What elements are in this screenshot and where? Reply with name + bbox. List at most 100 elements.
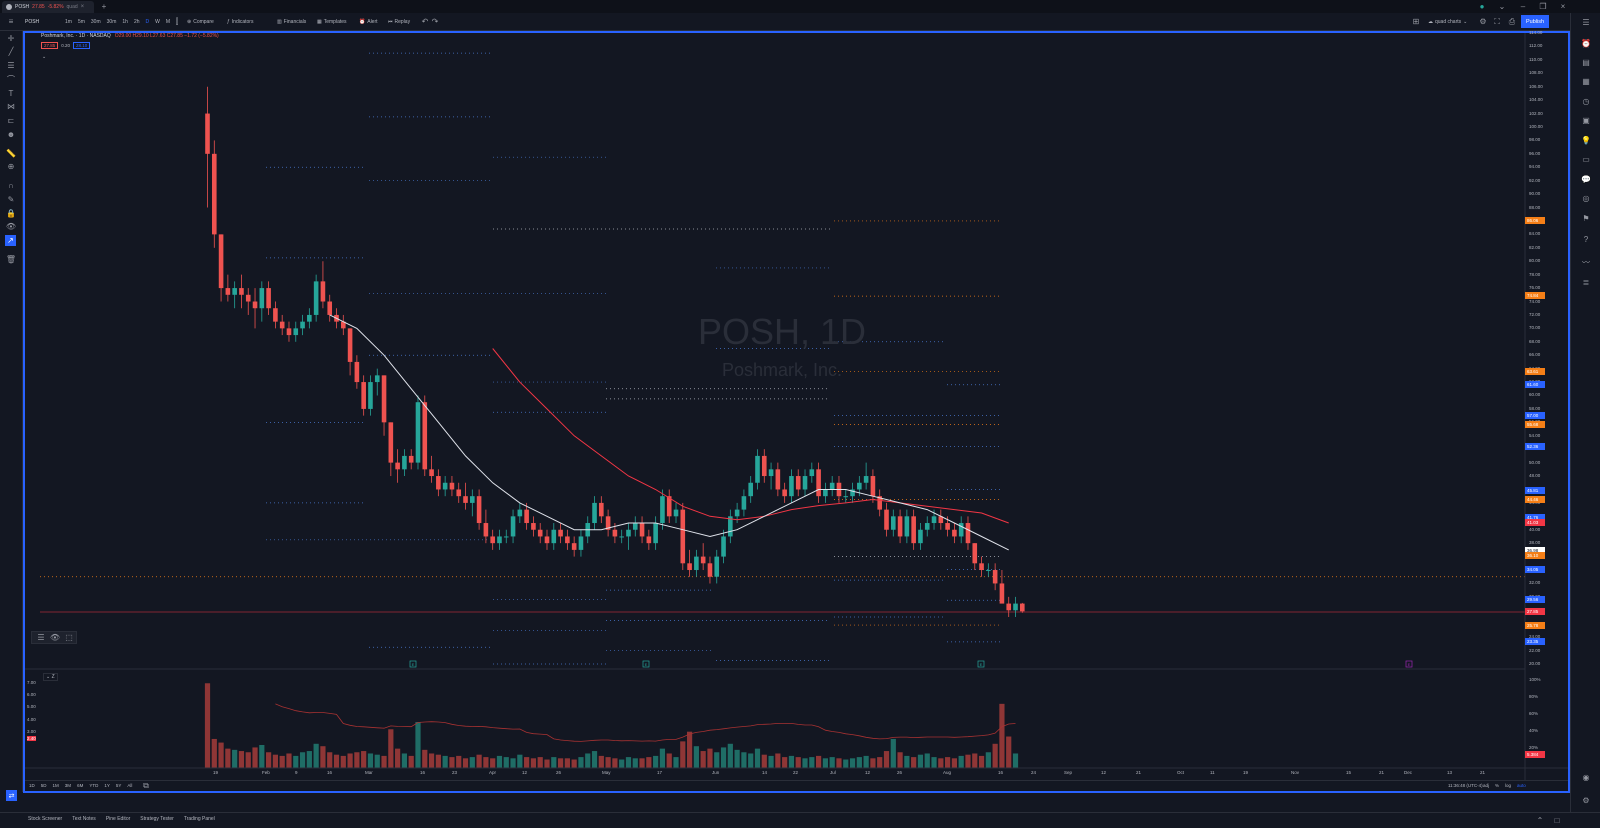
trend-line-icon[interactable]: ╱ <box>8 47 14 56</box>
trash-icon[interactable]: 🗑 <box>5 255 17 264</box>
stay-drawing-icon[interactable]: ✎ <box>7 195 15 204</box>
community-icon[interactable]: ◉ <box>1582 773 1590 782</box>
text-tool-icon[interactable]: T <box>8 89 14 98</box>
range-button-all[interactable]: All <box>127 783 133 788</box>
layout-grid-icon[interactable]: ⊞ <box>1412 17 1420 26</box>
symbol-search[interactable]: POSH <box>25 19 40 25</box>
settings-gear-icon[interactable]: ⚙ <box>1479 17 1487 26</box>
templates-button[interactable]: ▦ Templates <box>317 19 347 25</box>
alerts-clock-icon[interactable]: ⏰ <box>1581 39 1591 48</box>
fullscreen-icon[interactable]: ⛶ <box>1494 17 1500 26</box>
bid-price[interactable]: 27.85 <box>41 42 59 49</box>
fib-retracement-icon[interactable]: ☰ <box>7 61 15 70</box>
timezone-clock[interactable]: 11:36:48 (UTC-4) <box>1448 783 1483 788</box>
minimize-icon[interactable]: – <box>1520 2 1526 11</box>
interval-m[interactable]: M <box>165 19 171 25</box>
notifications-icon[interactable]: ◎ <box>1582 194 1590 203</box>
sync-drawing-icon[interactable]: ↗ <box>5 235 16 246</box>
eye-icon[interactable]: 👁 <box>49 632 61 642</box>
range-button-3m[interactable]: 3M <box>64 783 72 788</box>
time-axis[interactable]: 19 Feb 9 16 Mar 16 23 Apr 12 26 May 17 Jun 14 22 Jul 12 2… <box>0 768 1525 778</box>
layout-name-button[interactable]: ☁ quad charts ⌄ <box>1428 19 1468 25</box>
interval-2h[interactable]: 2h <box>133 19 140 25</box>
legend-title[interactable]: Poshmark, Inc. · 1D · NASDAQ <box>41 33 111 39</box>
interval-5m[interactable]: 5m <box>77 19 85 25</box>
list-icon[interactable]: ☰ <box>37 632 45 642</box>
maximize-panel-icon[interactable]: □ <box>1554 816 1560 825</box>
expand-panel-icon[interactable]: ⌃ <box>1536 816 1544 825</box>
crosshair-icon[interactable]: ✛ <box>7 34 15 43</box>
data-window-icon[interactable]: ▤ <box>1582 58 1590 67</box>
axis-option-auto[interactable]: auto <box>1517 783 1526 788</box>
camera-icon[interactable]: ⎙ <box>1508 17 1516 26</box>
maximize-icon[interactable]: ❐ <box>1539 2 1547 11</box>
calendar-icon[interactable]: ◷ <box>1582 97 1590 106</box>
new-tab-icon[interactable]: + <box>101 2 107 11</box>
chevron-down-icon[interactable]: ⌄ <box>1498 2 1506 11</box>
watchlist-icon[interactable]: ☰ <box>1582 18 1590 27</box>
zoom-icon[interactable]: ⊕ <box>7 162 15 171</box>
interval-1m[interactable]: 1m <box>65 19 72 25</box>
goto-date-icon[interactable]: ⧉ <box>143 781 149 790</box>
chart-tab[interactable]: POSH 27.85 -5.82% quad × <box>2 1 94 13</box>
ask-price[interactable]: 28.10 <box>73 42 91 49</box>
redo-icon[interactable]: ↷ <box>431 17 439 26</box>
chart-svg[interactable]: POSH, 1D Poshmark, Inc. E E E E <box>25 33 1568 791</box>
settings-icon[interactable]: ⚙ <box>1582 796 1590 805</box>
financials-button[interactable]: ▥ Financials <box>277 19 307 25</box>
bottom-tab-pine-editor[interactable]: Pine Editor <box>105 816 131 822</box>
interval-30m-alt[interactable]: 30m <box>106 19 117 25</box>
magnet-icon[interactable]: ∩ <box>8 181 14 190</box>
axis-option-adj[interactable]: adj <box>1483 783 1490 788</box>
news-icon[interactable]: ▣ <box>1582 116 1590 125</box>
bottom-tab-stock-screener[interactable]: Stock Screener <box>28 816 63 822</box>
pattern-icon[interactable]: ⋈ <box>7 102 15 111</box>
bottom-tab-trading-panel[interactable]: Trading Panel <box>183 816 215 822</box>
alert-button[interactable]: ⏰ Alert <box>359 19 378 25</box>
pine-icon[interactable]: 〰 <box>1582 258 1590 267</box>
chart-frame[interactable] <box>23 31 1570 793</box>
publish-button[interactable]: Publish <box>1521 15 1549 28</box>
object-tree-icon[interactable]: ≣ <box>1582 278 1590 287</box>
range-button-1d[interactable]: 1D <box>29 783 35 788</box>
chat-icon[interactable]: 💬 <box>1581 175 1591 184</box>
interval-w[interactable]: W <box>155 19 160 25</box>
range-button-5y[interactable]: 5Y <box>115 783 122 788</box>
interval-1h[interactable]: 1h <box>122 19 128 25</box>
icons-tool-icon[interactable]: ☻ <box>6 130 16 139</box>
replay-button[interactable]: ⏮ Replay <box>388 19 411 25</box>
close-window-icon[interactable]: × <box>1560 2 1566 11</box>
lock-icon[interactable]: 🔒 <box>6 209 16 218</box>
account-icon[interactable]: ● <box>1479 2 1485 11</box>
hotlist-icon[interactable]: ▦ <box>1582 77 1590 86</box>
help-icon[interactable]: ? <box>1583 235 1589 244</box>
range-button-5d[interactable]: 5D <box>40 783 47 788</box>
brush-icon[interactable]: ⌒ <box>7 75 15 84</box>
interval-30m[interactable]: 30m <box>90 19 101 25</box>
compare-button[interactable]: ⊕ Compare <box>187 19 214 25</box>
ideas-lightbulb-icon[interactable]: 💡 <box>1581 136 1591 145</box>
tab-close-icon[interactable]: × <box>80 4 85 10</box>
data-window-toggle-icon[interactable]: ⇄ <box>6 790 17 801</box>
range-button-1m[interactable]: 1M <box>52 783 59 788</box>
select-icon[interactable]: ⬚ <box>65 632 73 642</box>
menu-icon[interactable]: ≡ <box>8 17 14 26</box>
axis-option-percent[interactable]: % <box>1495 783 1500 788</box>
range-button-ytd[interactable]: YTD <box>89 783 99 788</box>
prediction-icon[interactable]: ⊏ <box>7 116 15 125</box>
bottom-tab-strategy-tester[interactable]: Strategy Tester <box>140 816 174 822</box>
volume-pane-label[interactable]: ⌄ Z <box>43 673 58 681</box>
undo-icon[interactable]: ↶ <box>421 17 429 26</box>
axis-option-log[interactable]: log <box>1505 783 1512 788</box>
streams-icon[interactable]: ▭ <box>1582 155 1590 164</box>
ruler-icon[interactable]: 📏 <box>6 149 16 158</box>
range-button-6m[interactable]: 6M <box>77 783 84 788</box>
collapse-legend-icon[interactable]: ⌄ <box>42 54 47 60</box>
indicators-button[interactable]: ƒ Indicators <box>227 19 254 25</box>
ideas-stream-icon[interactable]: ⚑ <box>1582 214 1590 223</box>
bottom-tab-text-notes[interactable]: Text Notes <box>72 816 96 822</box>
interval-d[interactable]: D <box>145 19 150 25</box>
eye-icon[interactable]: 👁 <box>5 222 17 231</box>
chart-type-icon[interactable]: ⫿ <box>175 17 179 26</box>
range-button-1y[interactable]: 1Y <box>104 783 110 788</box>
